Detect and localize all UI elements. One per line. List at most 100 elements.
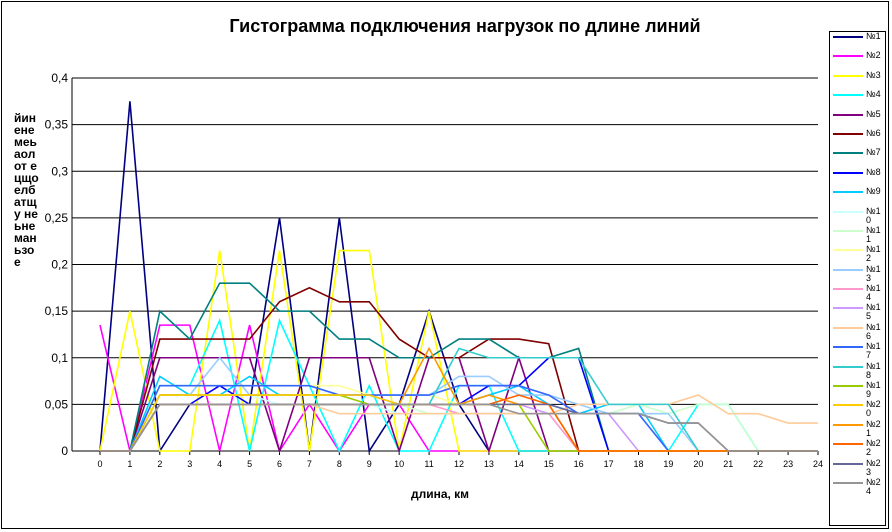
legend-swatch	[833, 74, 863, 77]
x-tick-label: 2	[157, 459, 162, 469]
legend-label: №14	[866, 283, 881, 303]
x-tick-label: 5	[247, 459, 252, 469]
x-tick-label: 21	[723, 459, 733, 469]
legend-label: №12	[866, 244, 881, 264]
series-line-3	[99, 249, 818, 452]
x-tick-label: 8	[337, 459, 342, 469]
legend-label: №10	[866, 205, 881, 225]
y-tick-label: 0,35	[45, 118, 69, 132]
legend-swatch	[833, 36, 863, 38]
x-tick-label: 11	[424, 459, 433, 469]
legend-item: №3	[830, 69, 885, 90]
legend-item: №9	[830, 187, 885, 206]
legend-label: №22	[866, 438, 881, 458]
x-tick-label: 1	[127, 459, 132, 469]
series-line-2	[99, 324, 818, 454]
legend-label: №20	[866, 399, 881, 419]
legend-swatch	[833, 171, 863, 174]
legend-swatch	[833, 404, 863, 407]
legend-swatch	[833, 288, 863, 291]
x-tick-label: 13	[484, 459, 494, 469]
legend-swatch	[833, 94, 863, 97]
legend-item: №21	[830, 418, 885, 439]
legend-item: №4	[830, 90, 885, 109]
legend-swatch	[833, 443, 863, 446]
y-tick-label: 0,15	[45, 304, 69, 318]
x-tick-label: 17	[604, 459, 614, 469]
legend-label: №24	[866, 476, 881, 496]
legend-label: №18	[866, 360, 881, 380]
legend-swatch	[833, 132, 863, 135]
legend-item: №13	[830, 263, 885, 284]
legend-item: №17	[830, 342, 885, 361]
legend-item: №12	[830, 245, 885, 264]
x-tick-label: 7	[307, 459, 312, 469]
legend: №1 №2 №3 №4 №5 №6 №7 №8 №9 №10 №11 №12 №13 №14 №15 №16 №…	[829, 31, 886, 526]
legend-item: №15	[830, 303, 885, 322]
legend-swatch	[833, 307, 863, 310]
legend-swatch	[833, 385, 863, 388]
x-tick-label: 16	[574, 459, 584, 469]
x-tick-label: 24	[813, 459, 823, 469]
y-tick-label: 0,4	[51, 71, 68, 85]
legend-label: №8	[866, 166, 881, 177]
x-tick-label: 4	[217, 459, 222, 469]
legend-swatch	[833, 326, 863, 329]
legend-label: №11	[866, 224, 881, 244]
x-tick-label: 3	[187, 459, 192, 469]
legend-item: №5	[830, 108, 885, 129]
legend-label: №6	[866, 127, 881, 138]
y-tick-label: 0,05	[45, 397, 69, 411]
legend-label: №23	[866, 457, 881, 477]
legend-swatch	[833, 423, 863, 426]
x-tick-label: 9	[367, 459, 372, 469]
legend-item: №22	[830, 439, 885, 458]
legend-item: №8	[830, 166, 885, 187]
legend-swatch	[833, 365, 863, 368]
legend-item: №7	[830, 148, 885, 167]
legend-swatch	[833, 113, 863, 116]
legend-label: №21	[866, 418, 881, 438]
legend-item: №10	[830, 205, 885, 226]
y-axis-label: йиненемеьаол от ецщоелбатщу неьнеманьзое	[14, 112, 39, 269]
legend-label: №2	[866, 50, 881, 61]
x-tick-label: 10	[394, 459, 404, 469]
x-tick-label: 22	[753, 459, 763, 469]
series-line-23	[100, 403, 818, 452]
legend-swatch	[833, 210, 863, 213]
legend-swatch	[833, 229, 863, 232]
chart-title: Гистограмма подключения нагрузок по длин…	[229, 16, 701, 36]
legend-label: №17	[866, 341, 881, 361]
x-axis-label: длина, км	[410, 487, 470, 501]
legend-swatch	[833, 268, 863, 271]
x-tick-label: 18	[633, 459, 643, 469]
legend-swatch	[833, 481, 863, 484]
legend-item: №18	[830, 360, 885, 381]
legend-label: №3	[866, 69, 881, 80]
x-tick-label: 12	[454, 459, 464, 469]
legend-swatch	[833, 462, 863, 465]
y-tick-label: 0	[61, 444, 68, 458]
series-line-24	[100, 403, 818, 452]
x-tick-label: 23	[783, 459, 793, 469]
x-tick-label: 19	[663, 459, 673, 469]
legend-item: №2	[830, 51, 885, 70]
series-line-7	[100, 282, 818, 452]
y-tick-label: 0,2	[51, 258, 68, 272]
legend-swatch	[833, 346, 863, 349]
x-tick-label: 0	[97, 459, 102, 469]
y-tick-label: 0,25	[45, 211, 69, 225]
series-line-11	[100, 403, 818, 452]
legend-item: №1	[830, 32, 885, 51]
legend-label: №16	[866, 321, 881, 341]
x-tick-label: 14	[514, 459, 524, 469]
legend-label: №13	[866, 263, 881, 283]
legend-swatch	[833, 55, 863, 58]
legend-label: №7	[866, 147, 881, 158]
x-tick-label: 20	[693, 459, 703, 469]
legend-label: №19	[866, 380, 881, 400]
legend-swatch	[833, 191, 863, 194]
legend-label: №5	[866, 108, 881, 119]
series-line-14	[100, 403, 818, 452]
y-tick-label: 0,3	[51, 164, 68, 178]
